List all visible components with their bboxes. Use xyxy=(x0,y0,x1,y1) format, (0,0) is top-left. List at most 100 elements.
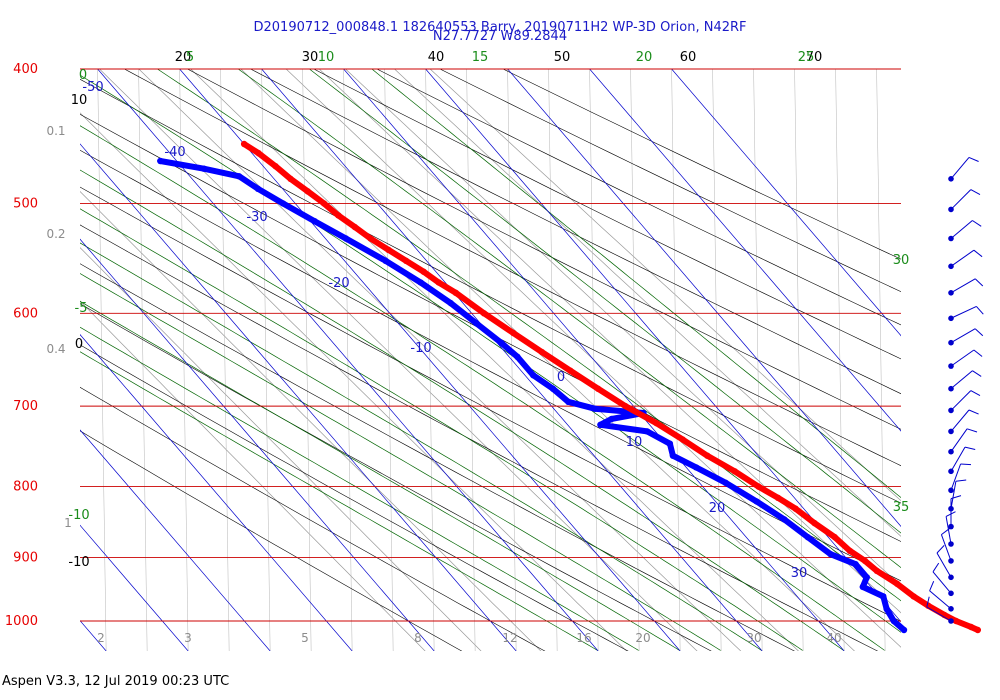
dewpoint-point xyxy=(279,200,287,207)
dry-adiabat-label: 40 xyxy=(428,50,445,65)
background-grid-line xyxy=(794,69,804,651)
dewpoint-point xyxy=(781,516,788,523)
wind-barb xyxy=(936,545,954,581)
temperature-point xyxy=(704,452,711,459)
dry-adiabat xyxy=(502,69,901,260)
moist-adiabat xyxy=(80,125,885,651)
dewpoint-point xyxy=(900,626,908,634)
mixing-ratio-label: 40 xyxy=(826,631,841,645)
moist-adiabat-label: 30 xyxy=(893,253,910,268)
isotherm xyxy=(671,69,901,337)
dry-adiabat xyxy=(80,344,629,651)
wind-barb xyxy=(948,479,967,512)
background-grid-line xyxy=(384,69,394,651)
temperature-point xyxy=(952,617,960,625)
mixing-ratio-label: 1 xyxy=(64,516,72,530)
mixing-ratio-label: 30 xyxy=(746,631,761,645)
dry-adiabat-label: 50 xyxy=(554,50,571,65)
temperature-point xyxy=(893,580,901,587)
isotherm xyxy=(589,69,901,432)
dewpoint-point xyxy=(863,574,870,581)
moist-adiabat-label: 20 xyxy=(636,50,653,65)
dry-adiabat xyxy=(313,69,901,360)
dewpoint-point xyxy=(342,235,350,242)
dewpoint-point xyxy=(827,551,834,558)
mixing-ratio-line xyxy=(80,247,482,651)
dewpoint-point xyxy=(608,415,615,423)
isotherms xyxy=(80,69,901,651)
dry-adiabat xyxy=(376,69,901,326)
dry-adiabat xyxy=(80,386,546,651)
mixing-ratio-label: 0.2 xyxy=(46,227,65,241)
wind-barb xyxy=(948,305,984,322)
temperature-point xyxy=(255,150,262,157)
isotherm xyxy=(80,524,189,651)
mixing-ratio-label: 20 xyxy=(635,631,650,645)
mixing-ratio-line xyxy=(80,112,628,651)
moist-adiabats xyxy=(80,69,901,651)
mixing-ratio-label: 3 xyxy=(184,631,192,645)
pressure-label: 400 xyxy=(13,62,38,77)
dry-adiabat xyxy=(80,430,463,651)
isotherm-label: 30 xyxy=(791,566,808,581)
moist-adiabat-label: 15 xyxy=(472,50,489,65)
temperature-point xyxy=(510,329,517,337)
dry-adiabat xyxy=(439,69,901,293)
pressure-label: 800 xyxy=(13,480,38,495)
moist-adiabat xyxy=(237,69,901,569)
moist-adiabat xyxy=(80,300,680,651)
isotherm xyxy=(80,238,435,651)
isotherm-label: -20 xyxy=(328,276,349,291)
moist-adiabat xyxy=(80,242,762,651)
moist-adiabat xyxy=(80,169,844,651)
moist-adiabat-label: 35 xyxy=(893,500,910,515)
dewpoint-point xyxy=(597,421,604,428)
dry-adiabat-label: 70 xyxy=(806,50,823,65)
dewpoint-point xyxy=(722,479,729,486)
moist-adiabat-label: 5 xyxy=(186,50,194,65)
background-grid-line xyxy=(466,69,476,651)
wind-barbs xyxy=(926,156,984,624)
mixing-ratio-label: 2 xyxy=(97,631,105,645)
wind-barb xyxy=(948,463,972,494)
isotherm xyxy=(179,69,681,651)
moist-adiabat xyxy=(308,69,901,534)
dewpoint-point xyxy=(859,583,866,591)
temperature-point xyxy=(480,310,488,317)
temperature-profile xyxy=(240,140,981,634)
mixing-ratio-label: 12 xyxy=(502,631,517,645)
moist-adiabat xyxy=(80,208,803,651)
temperature-point xyxy=(679,436,686,443)
dry-adiabat xyxy=(80,303,712,651)
mixing-ratio-line xyxy=(429,69,901,502)
wind-barb xyxy=(948,370,982,392)
wind-barb xyxy=(948,328,984,346)
background-grid-line xyxy=(712,69,722,651)
mixing-ratio-line xyxy=(393,69,901,537)
dewpoint-point xyxy=(669,452,677,459)
isotherm-label: 0 xyxy=(557,370,565,385)
mixing-ratio-line xyxy=(138,69,742,651)
temperature-point xyxy=(538,348,546,356)
mixing-ratio-line xyxy=(99,69,698,651)
moist-adiabat xyxy=(371,69,901,499)
temperature-point xyxy=(831,533,838,541)
wind-barb xyxy=(948,446,976,475)
dewpoint-point xyxy=(591,405,598,412)
moist-adiabat-label: -10 xyxy=(68,508,89,523)
temperature-point xyxy=(755,483,762,490)
moist-adiabat xyxy=(80,326,639,651)
pressure-label: 700 xyxy=(13,399,38,414)
isotherm-label: 10 xyxy=(626,435,643,450)
temperature-point xyxy=(452,289,459,296)
dewpoint-point xyxy=(417,279,424,286)
temperature-point xyxy=(925,602,932,609)
pressure-label: 1000 xyxy=(5,614,38,629)
pressure-label: 500 xyxy=(13,196,38,211)
temperature-point xyxy=(402,257,410,264)
dry-adiabat-label: 60 xyxy=(680,50,697,65)
wind-barb xyxy=(948,249,983,270)
dewpoint-point xyxy=(311,218,318,225)
dewpoint-point xyxy=(890,617,897,625)
temperature-point xyxy=(567,367,574,374)
